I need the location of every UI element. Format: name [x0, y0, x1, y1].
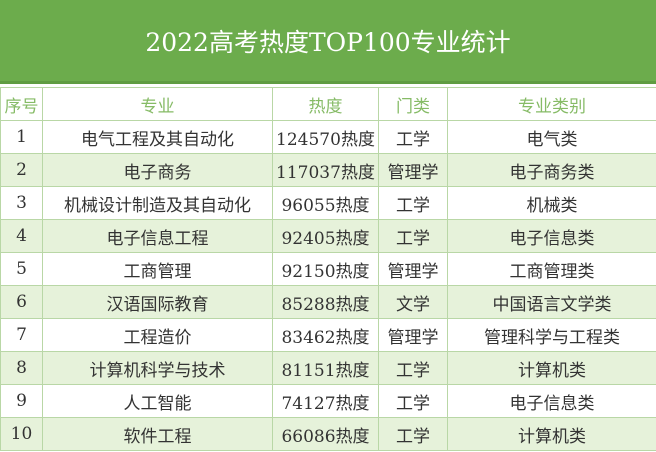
cell-rank: 9	[0, 384, 43, 418]
cell-major: 工商管理	[42, 252, 273, 286]
cell-heat: 74127热度	[272, 384, 379, 418]
table-row: 5 工商管理 92150热度 管理学 工商管理类	[0, 252, 656, 286]
cell-discipline: 工学	[378, 120, 448, 154]
cell-rank: 8	[0, 351, 43, 385]
table-row: 4 电子信息工程 92405热度 工学 电子信息类	[0, 219, 656, 253]
table-row: 1 电气工程及其自动化 124570热度 工学 电气类	[0, 120, 656, 154]
table-row: 8 计算机科学与技术 81151热度 工学 计算机类	[0, 351, 656, 385]
cell-major: 机械设计制造及其自动化	[42, 186, 273, 220]
cell-major: 电气工程及其自动化	[42, 120, 273, 154]
table-row: 7 工程造价 83462热度 管理学 管理科学与工程类	[0, 318, 656, 352]
cell-heat: 85288热度	[272, 285, 379, 319]
cell-major: 工程造价	[42, 318, 273, 352]
cell-discipline: 管理学	[378, 153, 448, 187]
cell-discipline: 管理学	[378, 318, 448, 352]
cell-discipline: 管理学	[378, 252, 448, 286]
header-rank: 序号	[0, 87, 43, 121]
cell-category: 电气类	[447, 120, 656, 154]
cell-heat: 92405热度	[272, 219, 379, 253]
cell-category: 机械类	[447, 186, 656, 220]
cell-heat: 81151热度	[272, 351, 379, 385]
cell-rank: 6	[0, 285, 43, 319]
table-row: 10 软件工程 66086热度 工学 计算机类	[0, 417, 656, 451]
cell-heat: 83462热度	[272, 318, 379, 352]
cell-rank: 2	[0, 153, 43, 187]
cell-major: 汉语国际教育	[42, 285, 273, 319]
header-heat: 热度	[272, 87, 379, 121]
cell-category: 工商管理类	[447, 252, 656, 286]
cell-heat: 92150热度	[272, 252, 379, 286]
cell-rank: 1	[0, 120, 43, 154]
table-row: 6 汉语国际教育 85288热度 文学 中国语言文学类	[0, 285, 656, 319]
cell-discipline: 工学	[378, 384, 448, 418]
cell-rank: 3	[0, 186, 43, 220]
table-row: 2 电子商务 117037热度 管理学 电子商务类	[0, 153, 656, 187]
cell-category: 中国语言文学类	[447, 285, 656, 319]
cell-heat: 96055热度	[272, 186, 379, 220]
cell-heat: 124570热度	[272, 120, 379, 154]
cell-major: 人工智能	[42, 384, 273, 418]
cell-rank: 10	[0, 417, 43, 451]
cell-heat: 66086热度	[272, 417, 379, 451]
cell-discipline: 文学	[378, 285, 448, 319]
cell-major: 电子商务	[42, 153, 273, 187]
table-row: 3 机械设计制造及其自动化 96055热度 工学 机械类	[0, 186, 656, 220]
header-category: 专业类别	[447, 87, 656, 121]
cell-rank: 5	[0, 252, 43, 286]
cell-discipline: 工学	[378, 219, 448, 253]
majors-table: 序号 专业 热度 门类 专业类别 1 电气工程及其自动化 124570热度 工学 电气类 2 电子商…	[0, 87, 656, 451]
cell-category: 计算机类	[447, 417, 656, 451]
cell-category: 管理科学与工程类	[447, 318, 656, 352]
cell-category: 电子信息类	[447, 384, 656, 418]
cell-rank: 7	[0, 318, 43, 352]
cell-category: 电子商务类	[447, 153, 656, 187]
cell-category: 电子信息类	[447, 219, 656, 253]
header-major: 专业	[42, 87, 273, 121]
table-title: 2022高考热度TOP100专业统计	[0, 0, 656, 84]
cell-major: 计算机科学与技术	[42, 351, 273, 385]
cell-discipline: 工学	[378, 417, 448, 451]
cell-discipline: 工学	[378, 351, 448, 385]
cell-major: 电子信息工程	[42, 219, 273, 253]
cell-rank: 4	[0, 219, 43, 253]
table-row: 9 人工智能 74127热度 工学 电子信息类	[0, 384, 656, 418]
cell-major: 软件工程	[42, 417, 273, 451]
cell-heat: 117037热度	[272, 153, 379, 187]
cell-discipline: 工学	[378, 186, 448, 220]
cell-category: 计算机类	[447, 351, 656, 385]
header-row: 序号 专业 热度 门类 专业类别	[0, 87, 656, 121]
header-discipline: 门类	[378, 87, 448, 121]
